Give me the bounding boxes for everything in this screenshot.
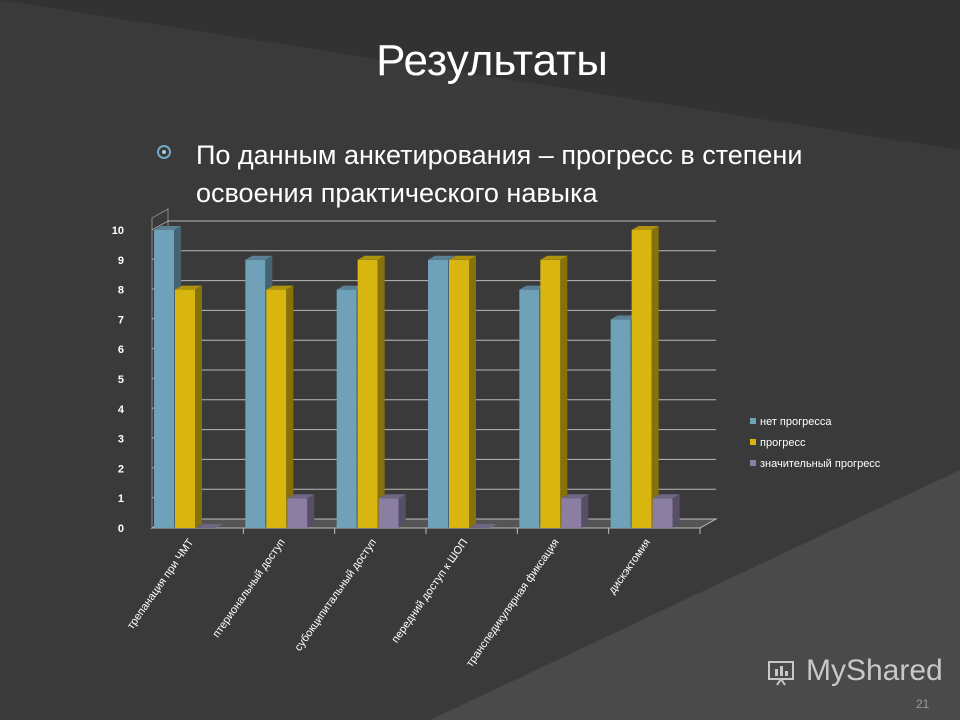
y-tick-label: 9 (118, 255, 124, 267)
y-tick-label: 1 (118, 493, 124, 505)
bar-прогресс (631, 230, 652, 528)
bar-top (266, 285, 294, 290)
bar-нет прогресса (610, 319, 631, 528)
presentation-icon (768, 661, 794, 686)
y-tick-label: 8 (118, 285, 124, 297)
bar-top (561, 494, 589, 499)
bar-top (540, 255, 568, 260)
bar-top (519, 285, 547, 290)
bar-нет прогресса (428, 259, 448, 528)
bar-side (195, 285, 202, 528)
x-tick-label: дискэктомия (606, 537, 653, 597)
bar-top (245, 255, 273, 260)
bar-side (581, 494, 589, 528)
bar-top (652, 494, 680, 499)
y-tick-label: 5 (118, 374, 124, 386)
slide-title: Результаты (376, 36, 608, 85)
bar-top (610, 315, 638, 320)
bar-top (336, 285, 364, 290)
gridline-diag (151, 220, 169, 231)
bar-прогресс (266, 289, 287, 528)
bar-нет прогресса (336, 289, 357, 528)
bar-top (631, 226, 659, 230)
bar-side (307, 494, 315, 528)
bar-top (154, 226, 181, 230)
bar-top (357, 255, 385, 260)
bar-значительный прогресс (378, 498, 399, 528)
x-tick-label: передний доступ к ШОП (389, 537, 470, 646)
bar-нет прогресса (245, 259, 266, 528)
bullet-icon (157, 145, 171, 159)
bar-top (449, 255, 476, 260)
watermark-logo: MyShared (768, 654, 943, 688)
bar-прогресс (449, 259, 469, 528)
y-tick-label: 4 (118, 404, 125, 416)
bar-нет прогресса (154, 230, 174, 528)
watermark-text: MyShared (806, 654, 943, 687)
bar-значительный прогресс (287, 498, 308, 528)
bar-нет прогресса (519, 289, 540, 528)
bar-значительный прогресс (561, 498, 582, 528)
bar-side (672, 494, 680, 528)
legend-label: значительный прогресс (760, 458, 881, 470)
bar-top (196, 524, 223, 528)
bar-side (651, 226, 659, 528)
x-tick-label: птериональный доступ (211, 537, 288, 640)
legend-swatch (750, 460, 756, 466)
y-tick-label: 3 (118, 434, 124, 446)
bullet-item: По данным анкетирования – прогресс в сте… (157, 136, 820, 212)
bar-прогресс (175, 289, 195, 528)
bar-side (398, 494, 406, 528)
y-tick-label: 6 (118, 344, 124, 356)
bar-значительный прогресс (652, 498, 673, 528)
bar-прогресс (357, 259, 378, 528)
page-number: 21 (916, 697, 930, 711)
y-tick-label: 10 (112, 225, 124, 237)
bar-прогресс (540, 259, 561, 528)
y-tick-label: 7 (118, 314, 124, 326)
bar-top (470, 524, 497, 528)
bar-top (287, 494, 315, 499)
bar-side (377, 255, 385, 529)
legend-swatch (750, 439, 756, 445)
bullet-text: По данным анкетирования – прогресс в сте… (196, 140, 803, 208)
x-tick-label: трепанация при ЧМТ (125, 537, 197, 632)
bar-top (175, 285, 202, 290)
legend-swatch (750, 418, 756, 424)
bar-side (469, 255, 476, 529)
legend-label: нет прогресса (760, 416, 832, 428)
legend-label: прогресс (760, 437, 806, 449)
x-tick-label: транспедикулярная фиксация (464, 537, 562, 669)
bar-top (378, 494, 406, 499)
bar-side (286, 285, 294, 528)
bar-top (428, 255, 455, 260)
bar-side (560, 255, 568, 529)
y-tick-label: 0 (118, 523, 124, 535)
y-tick-label: 2 (118, 463, 124, 475)
x-tick-label: субокципитальный доступ (292, 537, 379, 654)
